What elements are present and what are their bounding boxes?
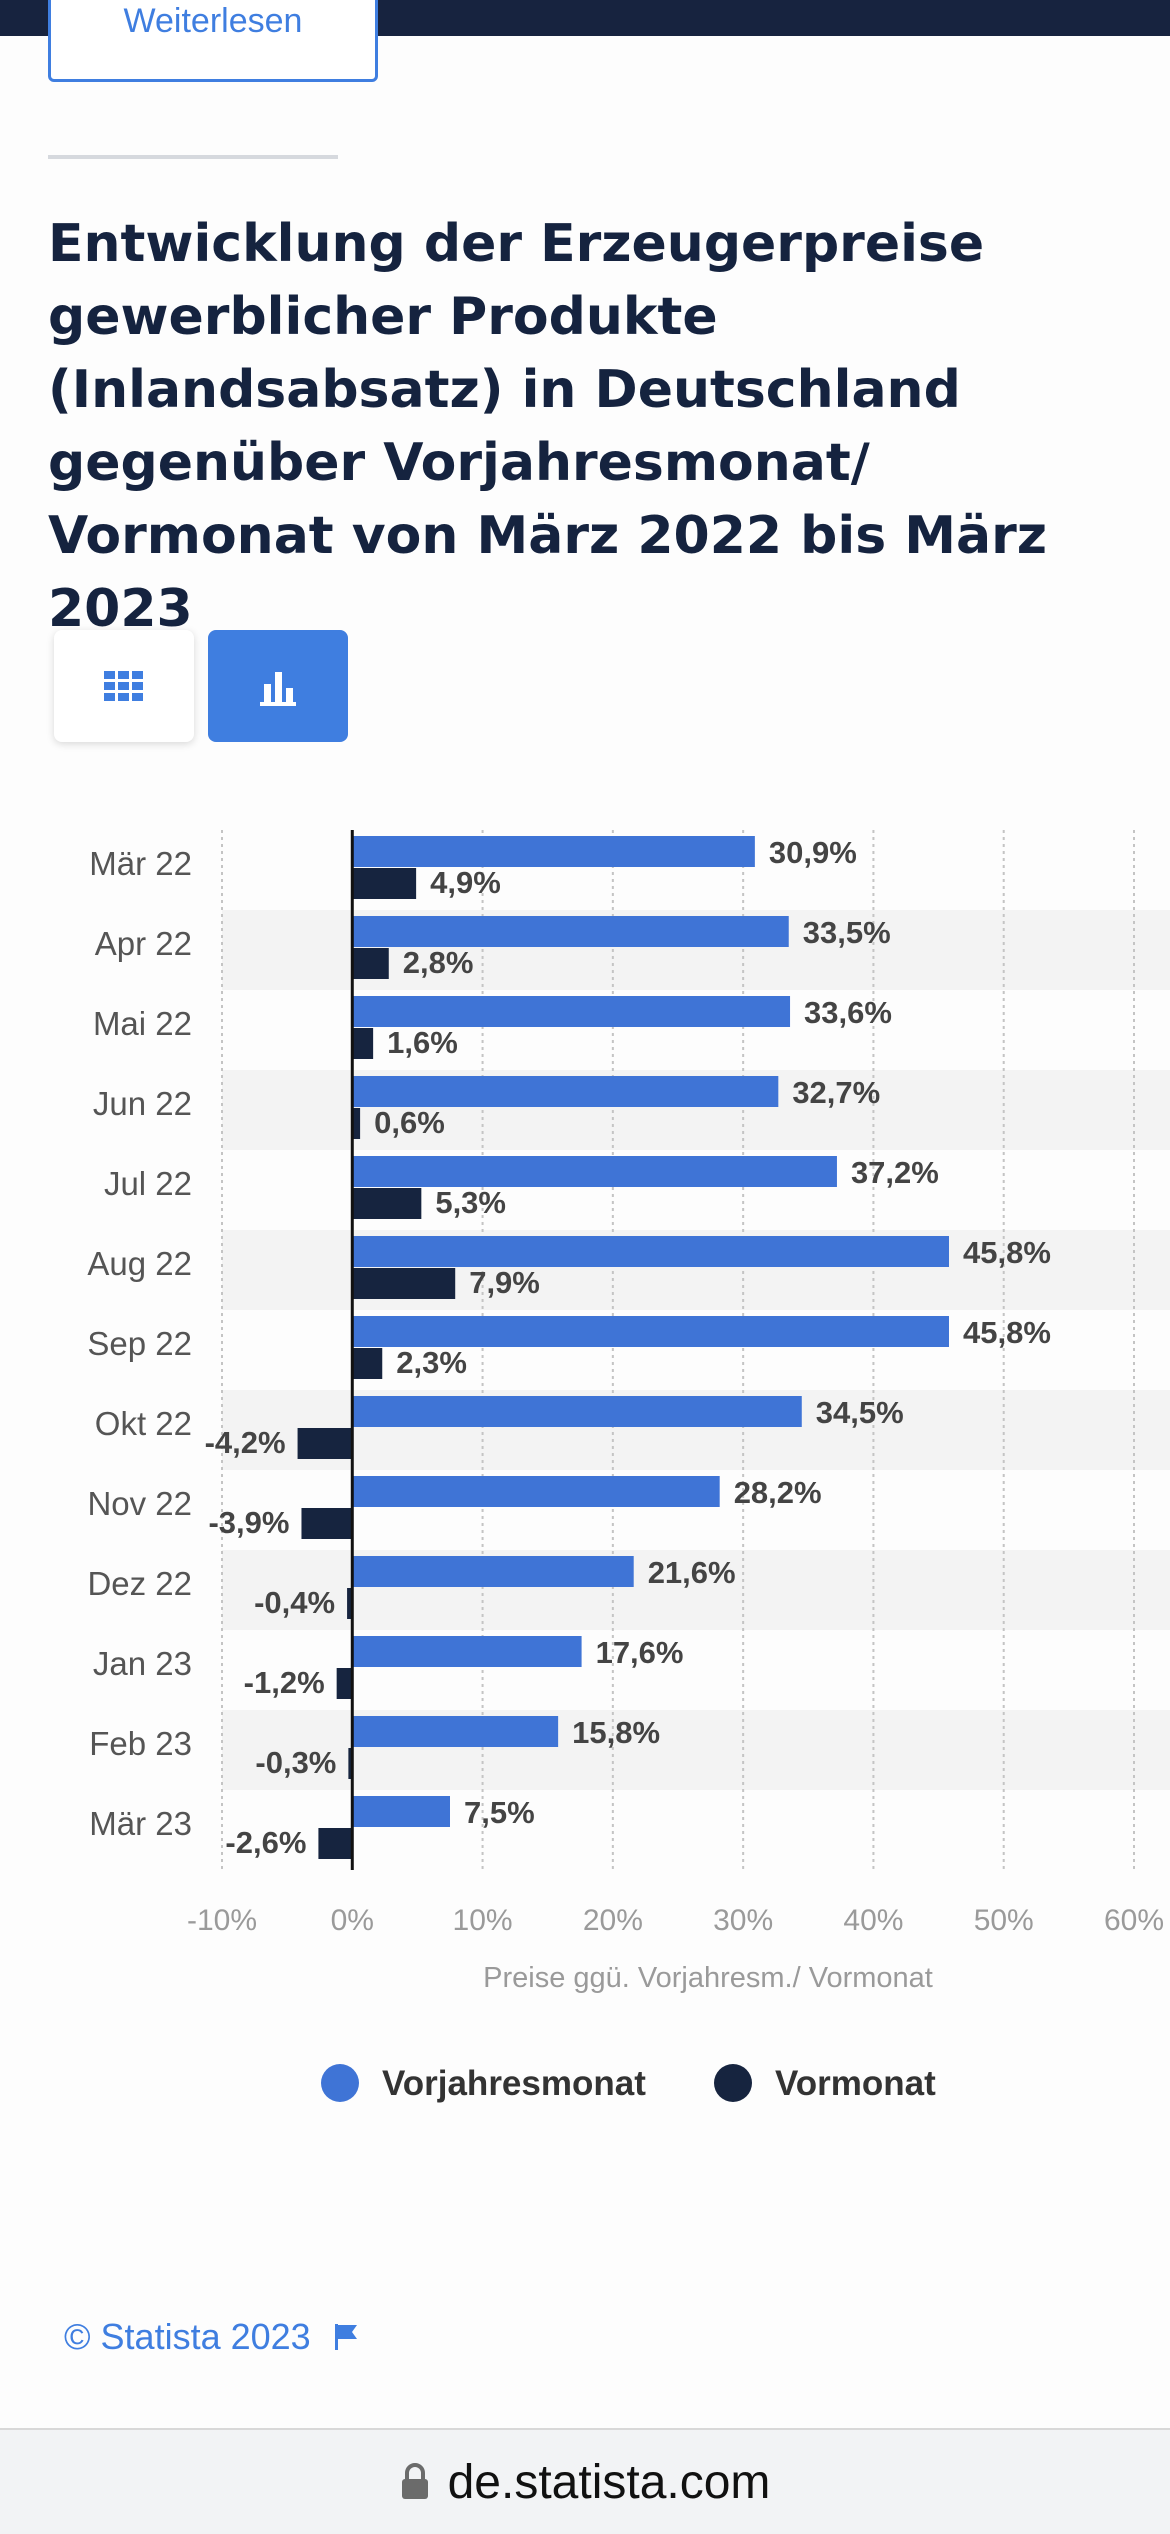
data-label-vorjahresmonat: 30,9%: [769, 835, 857, 870]
bar-vormonat: [347, 1588, 353, 1619]
bar-vormonat: [352, 1268, 456, 1299]
x-tick-label: 20%: [583, 1904, 643, 1937]
data-label-vorjahresmonat: 15,8%: [572, 1715, 660, 1750]
url-text: de.statista.com: [447, 2455, 771, 2509]
bar-vorjahresmonat: [352, 1316, 949, 1347]
x-tick-label: 40%: [843, 1904, 903, 1937]
bar-vormonat: [348, 1748, 353, 1779]
x-tick-label: -10%: [187, 1904, 257, 1937]
bar-vormonat: [352, 1028, 374, 1059]
copyright-text: © Statista 2023: [64, 2316, 311, 2357]
data-label-vorjahresmonat: 17,6%: [596, 1635, 684, 1670]
legend-label-vormonat: Vormonat: [775, 2064, 936, 2103]
bar-vorjahresmonat: [352, 1796, 450, 1827]
category-label: Okt 22: [95, 1405, 192, 1442]
bar-vormonat: [297, 1428, 353, 1459]
data-label-vormonat: -1,2%: [244, 1665, 325, 1700]
weiterlesen-button[interactable]: Weiterlesen: [48, 0, 378, 82]
x-tick-label: 0%: [331, 1904, 374, 1937]
data-label-vormonat: -4,2%: [205, 1425, 286, 1460]
bar-vorjahresmonat: [352, 1396, 802, 1427]
bar-vorjahresmonat: [352, 1076, 779, 1107]
data-label-vormonat: 1,6%: [387, 1025, 458, 1060]
lock-icon: [401, 2463, 428, 2499]
weiterlesen-label: Weiterlesen: [123, 2, 303, 40]
legend-marker-vorjahresmonat: [321, 2064, 359, 2102]
bar-vormonat: [352, 948, 389, 979]
data-label-vorjahresmonat: 34,5%: [816, 1395, 904, 1430]
bar-vorjahresmonat: [352, 1236, 949, 1267]
bar-vormonat: [352, 1188, 422, 1219]
bar-vormonat: [352, 868, 417, 899]
bar-vorjahresmonat: [352, 1156, 837, 1187]
data-label-vormonat: -2,6%: [225, 1825, 306, 1860]
bar-vorjahresmonat: [352, 916, 789, 947]
category-label: Aug 22: [87, 1245, 192, 1282]
category-label: Mai 22: [93, 1005, 192, 1042]
bar-vorjahresmonat: [352, 1716, 559, 1747]
grid-icon: [104, 671, 143, 701]
x-tick-label: 50%: [974, 1904, 1034, 1937]
category-label: Sep 22: [87, 1325, 192, 1362]
data-label-vormonat: -0,4%: [254, 1585, 335, 1620]
bar-vorjahresmonat: [352, 1476, 720, 1507]
page-title: Entwicklung der Erzeugerpreise gewerblic…: [48, 214, 1048, 639]
data-label-vorjahresmonat: 33,6%: [804, 995, 892, 1030]
data-label-vormonat: 7,9%: [469, 1265, 540, 1300]
legend-marker-vormonat: [714, 2064, 752, 2102]
divider: [48, 155, 338, 159]
category-label: Mär 23: [89, 1805, 192, 1842]
bar-vormonat: [352, 1348, 383, 1379]
chart-view-button[interactable]: [208, 630, 348, 742]
x-tick-label: 60%: [1104, 1904, 1164, 1937]
bar-chart-icon: [260, 672, 296, 706]
table-view-button[interactable]: [54, 630, 194, 742]
data-label-vormonat: -0,3%: [255, 1745, 336, 1780]
x-axis-title: Preise ggü. Vorjahresm./ Vormonat: [483, 1962, 933, 1994]
data-label-vormonat: 0,6%: [374, 1105, 445, 1140]
bar-vormonat: [318, 1828, 353, 1859]
flag-icon: [334, 2324, 357, 2350]
category-label: Feb 23: [89, 1725, 192, 1762]
data-label-vorjahresmonat: 33,5%: [803, 915, 891, 950]
category-label: Jan 23: [93, 1645, 192, 1682]
category-label: Nov 22: [87, 1485, 192, 1522]
data-label-vormonat: 2,3%: [396, 1345, 467, 1380]
data-label-vormonat: -3,9%: [208, 1505, 289, 1540]
data-label-vorjahresmonat: 7,5%: [464, 1795, 535, 1830]
data-label-vorjahresmonat: 45,8%: [963, 1315, 1051, 1350]
data-label-vorjahresmonat: 32,7%: [792, 1075, 880, 1110]
data-label-vorjahresmonat: 28,2%: [734, 1475, 822, 1510]
category-label: Dez 22: [87, 1565, 192, 1602]
data-label-vorjahresmonat: 45,8%: [963, 1235, 1051, 1270]
bar-vorjahresmonat: [352, 836, 755, 867]
data-label-vormonat: 2,8%: [403, 945, 474, 980]
bar-vormonat: [352, 1108, 361, 1139]
legend-label-vorjahresmonat: Vorjahresmonat: [382, 2064, 646, 2103]
category-label: Jun 22: [93, 1085, 192, 1122]
data-label-vormonat: 5,3%: [435, 1185, 506, 1220]
category-label: Jul 22: [104, 1165, 192, 1202]
category-label: Apr 22: [95, 925, 192, 962]
data-label-vormonat: 4,9%: [430, 865, 501, 900]
bar-chart: Mär 22 30,9% 4,9% Apr 22 33,5% 2,8% Mai 22 33,6…: [87, 830, 1170, 2103]
copyright-link[interactable]: © Statista 2023: [64, 2316, 359, 2358]
bar-vorjahresmonat: [352, 996, 791, 1027]
data-label-vorjahresmonat: 37,2%: [851, 1155, 939, 1190]
x-tick-label: 30%: [713, 1904, 773, 1937]
bar-vormonat: [301, 1508, 353, 1539]
bar-vorjahresmonat: [352, 1556, 634, 1587]
x-tick-label: 10%: [453, 1904, 513, 1937]
data-label-vorjahresmonat: 21,6%: [648, 1555, 736, 1590]
category-label: Mär 22: [89, 845, 192, 882]
browser-address-bar[interactable]: de.statista.com: [0, 2428, 1170, 2534]
bar-vorjahresmonat: [352, 1636, 582, 1667]
bar-vormonat: [336, 1668, 353, 1699]
